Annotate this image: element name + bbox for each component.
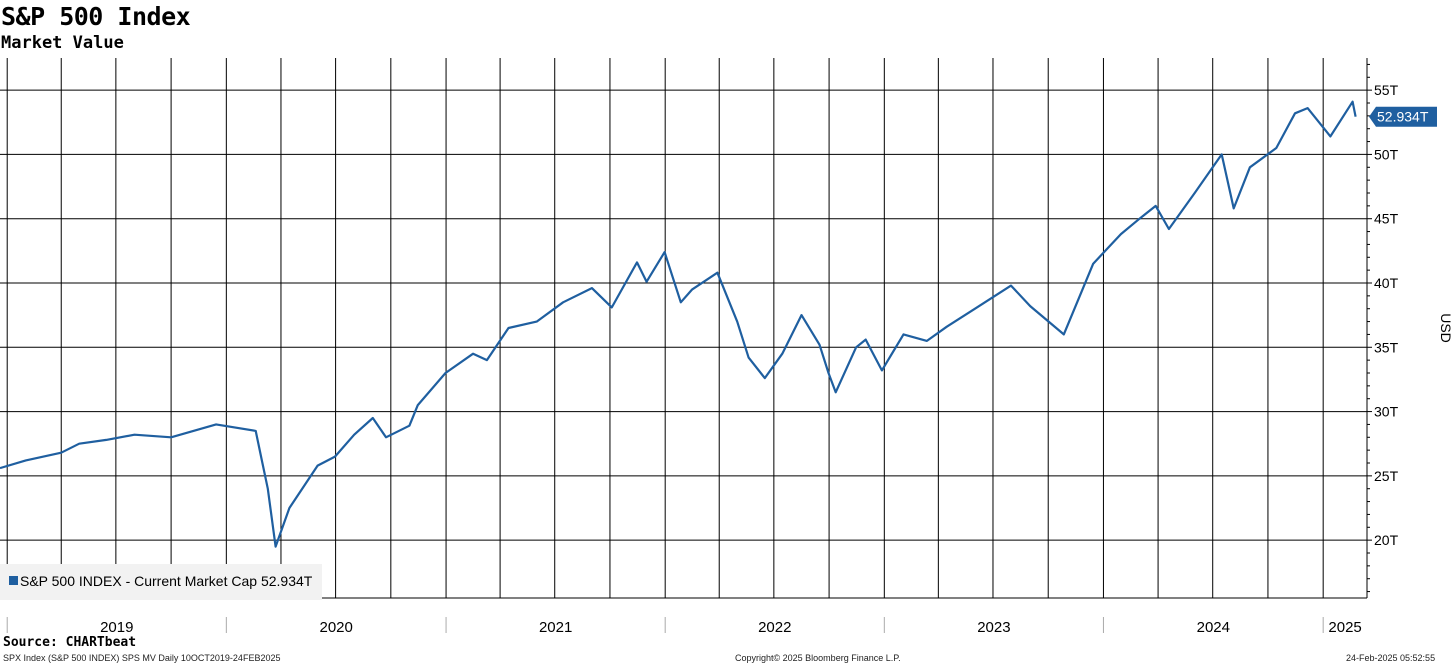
source-note: Source: CHARTbeat xyxy=(3,635,137,650)
x-tick-label: 2024 xyxy=(1197,619,1230,636)
legend-swatch xyxy=(9,576,18,585)
legend-background xyxy=(0,564,322,600)
series-line xyxy=(0,100,1357,548)
axes xyxy=(0,58,1368,599)
footer-timestamp: 24-Feb-2025 05:52:55 xyxy=(1346,653,1436,663)
footer-copyright: Copyright© 2025 Bloomberg Finance L.P. xyxy=(735,653,901,663)
legend-entry: S&P 500 INDEX - Current Market Cap 52.93… xyxy=(20,573,313,589)
y-axis-label: USD xyxy=(1438,313,1454,343)
x-tick-label: 2019 xyxy=(100,619,133,636)
chart-subtitle: Market Value xyxy=(1,33,124,53)
y-tick-label: 30T xyxy=(1374,404,1399,420)
y-axis-ticks: 20T 25T 30T 35T 40T 45T 50T 55T xyxy=(1367,63,1399,593)
chart-title: S&P 500 Index xyxy=(1,2,191,31)
y-tick-label: 45T xyxy=(1374,211,1399,227)
footer-ticker-info: SPX Index (S&P 500 INDEX) SPS MV Daily 1… xyxy=(3,653,281,663)
last-value-arrow xyxy=(1369,106,1437,127)
y-tick-label: 50T xyxy=(1374,146,1399,162)
x-tick-label: 2023 xyxy=(977,619,1010,636)
y-tick-label: 40T xyxy=(1374,275,1399,291)
last-value-label: 52.934T xyxy=(1377,109,1429,125)
legend: S&P 500 INDEX - Current Market Cap 52.93… xyxy=(0,564,322,600)
y-tick-label: 35T xyxy=(1374,339,1399,355)
x-tick-label: 2025 xyxy=(1328,619,1361,636)
y-tick-label: 20T xyxy=(1374,532,1399,548)
grid-lines xyxy=(0,58,1367,598)
last-value-marker: 52.934T xyxy=(1369,106,1437,127)
y-tick-label: 25T xyxy=(1374,468,1399,484)
x-tick-label: 2021 xyxy=(539,619,572,636)
x-axis-ticks: 2019 2020 2021 2022 2023 2024 2025 xyxy=(6,617,1362,636)
y-tick-label: 55T xyxy=(1374,82,1399,98)
x-tick-label: 2020 xyxy=(320,619,353,636)
x-tick-label: 2022 xyxy=(758,619,791,636)
